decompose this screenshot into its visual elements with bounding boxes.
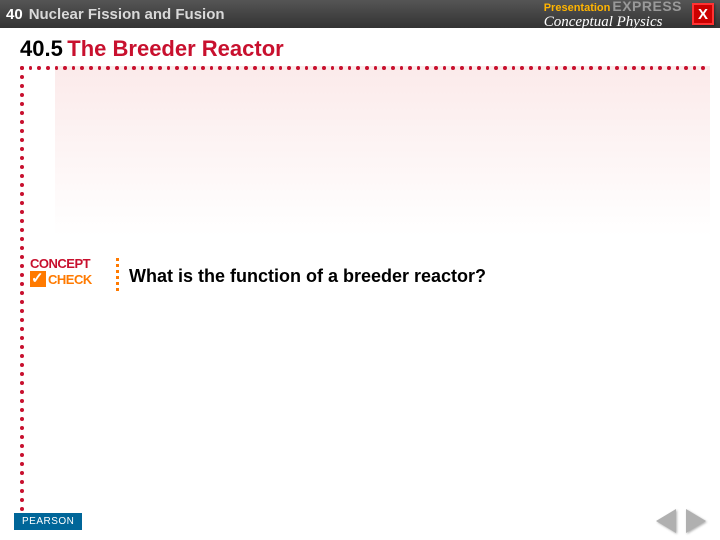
check-label: CHECK	[48, 272, 92, 287]
triangle-right-icon	[686, 509, 706, 533]
dotted-border-top	[20, 66, 710, 72]
slide-nav	[656, 509, 706, 533]
chapter-number: 40	[6, 6, 23, 23]
app-header: 40 Nuclear Fission and Fusion Presentati…	[0, 0, 720, 28]
close-button[interactable]: X	[692, 3, 714, 25]
dotted-border-left	[20, 66, 26, 496]
brand-prefix: Presentation	[544, 2, 611, 14]
brand-block: Presentation EXPRESS Conceptual Physics	[544, 0, 682, 31]
section-name: The Breeder Reactor	[67, 36, 283, 61]
chapter-heading: 40 Nuclear Fission and Fusion	[6, 6, 225, 23]
book-title: Conceptual Physics	[544, 14, 682, 31]
background-fade	[55, 66, 710, 236]
brand-suffix: EXPRESS	[612, 0, 682, 14]
header-right: Presentation EXPRESS Conceptual Physics …	[544, 0, 714, 31]
chapter-title: Nuclear Fission and Fusion	[29, 6, 225, 23]
concept-check-badge: CONCEPT CHECK	[30, 256, 115, 296]
section-number: 40.5	[20, 36, 63, 61]
triangle-left-icon	[656, 509, 676, 533]
footer: PEARSON	[0, 502, 720, 540]
section-title: 40.5 The Breeder Reactor	[0, 28, 720, 66]
close-icon: X	[698, 6, 708, 23]
publisher-logo: PEARSON	[14, 513, 82, 530]
next-slide-button[interactable]	[686, 509, 706, 533]
concept-question: What is the function of a breeder reacto…	[129, 266, 486, 287]
prev-slide-button[interactable]	[656, 509, 676, 533]
checkmark-icon	[30, 271, 46, 287]
badge-dots-icon	[116, 258, 119, 291]
content-area: CONCEPT CHECK What is the function of a …	[0, 66, 720, 496]
concept-check-row: CONCEPT CHECK What is the function of a …	[30, 256, 486, 296]
